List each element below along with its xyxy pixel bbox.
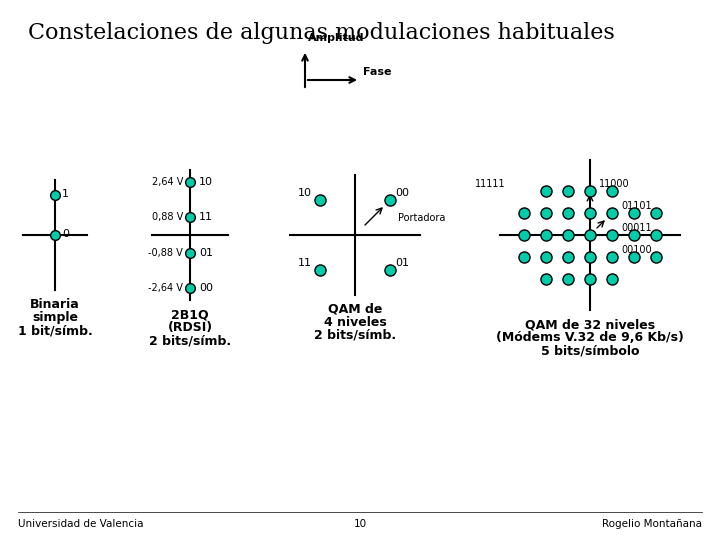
Text: Fase: Fase (363, 67, 392, 77)
Text: QAM de: QAM de (328, 303, 382, 316)
Text: Universidad de Valencia: Universidad de Valencia (18, 519, 143, 529)
Text: 2,64 V: 2,64 V (152, 177, 183, 187)
Text: 11: 11 (298, 258, 312, 268)
Text: 01101: 01101 (621, 201, 652, 211)
Text: 00100: 00100 (621, 245, 652, 255)
Text: 2 bits/símb.: 2 bits/símb. (149, 334, 231, 347)
Text: 1: 1 (62, 189, 69, 199)
Text: 1 bit/símb.: 1 bit/símb. (17, 324, 92, 337)
Text: 00011: 00011 (621, 223, 652, 233)
Text: 01: 01 (395, 258, 409, 268)
Text: -2,64 V: -2,64 V (148, 283, 183, 293)
Text: 00: 00 (395, 188, 409, 198)
Text: 11000: 11000 (599, 179, 629, 189)
Text: 10: 10 (354, 519, 366, 529)
Text: Portadora: Portadora (398, 213, 446, 223)
Text: Constelaciones de algunas modulaciones habituales: Constelaciones de algunas modulaciones h… (28, 22, 615, 44)
Text: 2B1Q: 2B1Q (171, 308, 209, 321)
Text: 0: 0 (62, 229, 69, 239)
Text: 11: 11 (199, 212, 213, 222)
Text: 10: 10 (199, 177, 213, 187)
Text: (RDSI): (RDSI) (168, 321, 212, 334)
Text: 2 bits/símb.: 2 bits/símb. (314, 329, 396, 342)
Text: 00: 00 (199, 283, 213, 293)
Text: 5 bits/símbolo: 5 bits/símbolo (541, 344, 639, 357)
Text: 11111: 11111 (475, 179, 506, 189)
Text: Amplitud: Amplitud (308, 33, 364, 43)
Text: Rogelio Montañana: Rogelio Montañana (602, 519, 702, 529)
Text: 01: 01 (199, 248, 213, 258)
Text: Binaria: Binaria (30, 298, 80, 311)
Text: 0,88 V: 0,88 V (152, 212, 183, 222)
Text: QAM de 32 niveles: QAM de 32 niveles (525, 318, 655, 331)
Text: simple: simple (32, 311, 78, 324)
Text: (Módems V.32 de 9,6 Kb/s): (Módems V.32 de 9,6 Kb/s) (496, 331, 684, 344)
Text: 4 niveles: 4 niveles (323, 316, 387, 329)
Text: 10: 10 (298, 188, 312, 198)
Text: -0,88 V: -0,88 V (148, 248, 183, 258)
